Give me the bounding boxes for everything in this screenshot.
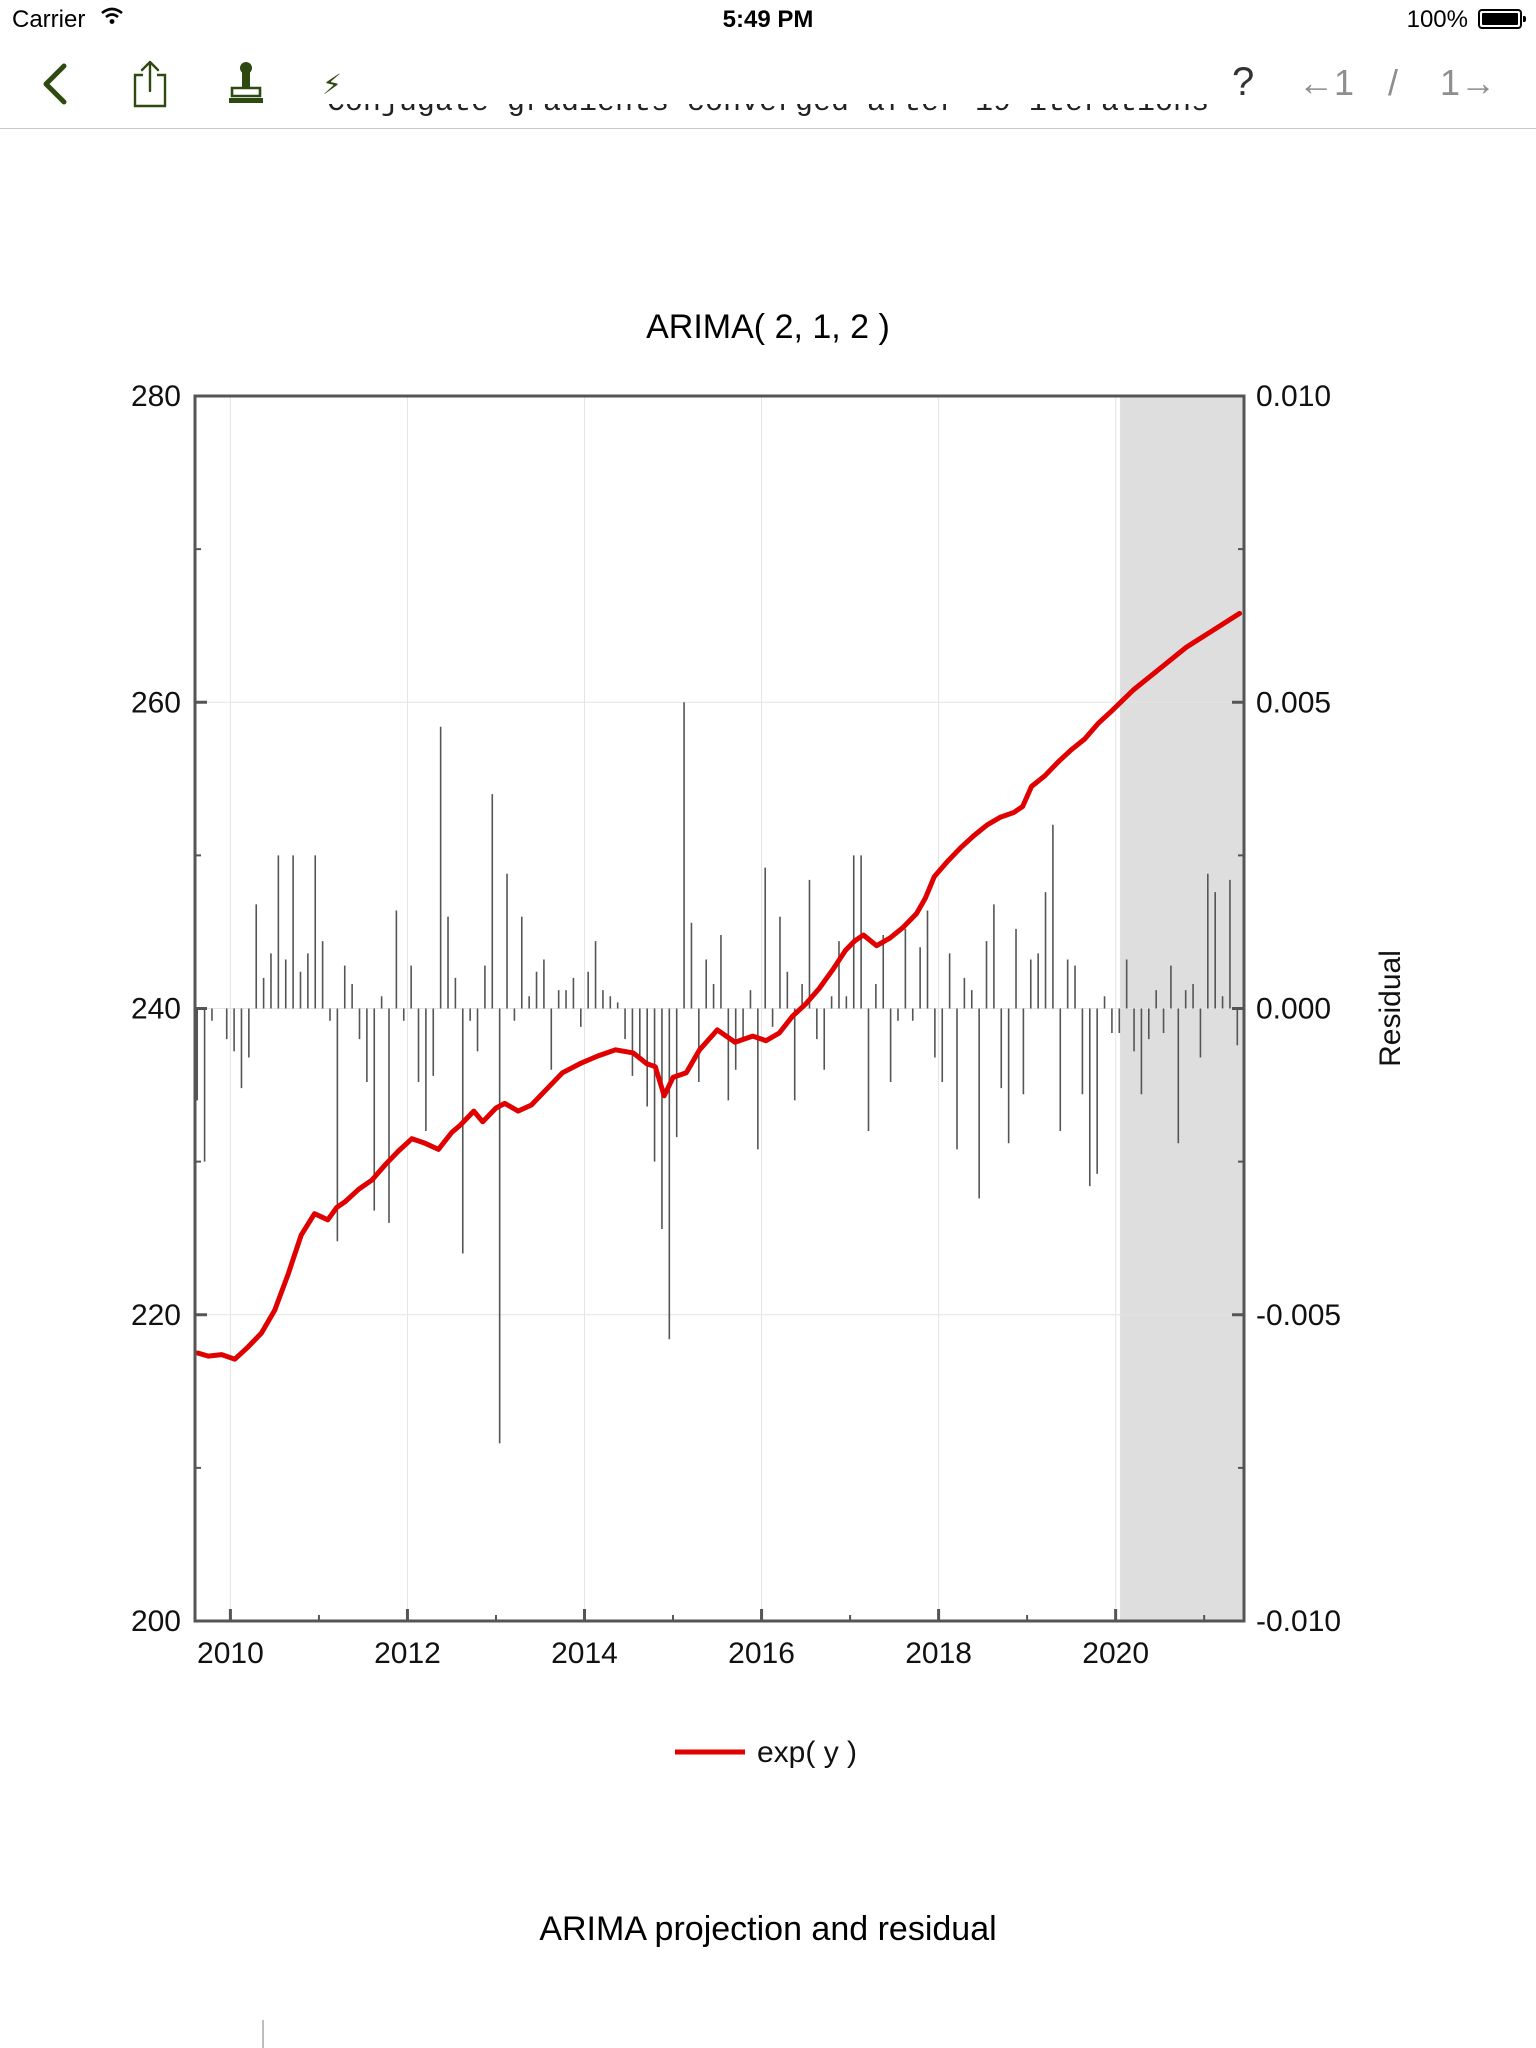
arima-chart: 2010 2012 2014 2016 2018 2020 200 220 240 260 280 -… [131, 380, 1407, 1769]
y-tick-label: 220 [131, 1299, 181, 1332]
help-button[interactable]: ? [1232, 60, 1255, 104]
y2-tick-label: 0.005 [1256, 686, 1331, 719]
y2-tick-label: -0.010 [1256, 1605, 1341, 1638]
back-button[interactable] [26, 56, 82, 112]
prev-page-button[interactable]: ←1 [1298, 62, 1355, 103]
y2-axis-label: Residual [1374, 950, 1407, 1067]
status-bar: Carrier 5:49 PM 100% [0, 0, 1536, 40]
battery-icon [1478, 9, 1526, 29]
battery-percent: 100% [1406, 6, 1468, 33]
x-tick-label: 2016 [728, 1637, 795, 1670]
y-tick-label: 200 [131, 1605, 181, 1638]
x-tick-label: 2018 [905, 1637, 972, 1670]
series-line-exp-y [195, 610, 1243, 1362]
carrier-label: Carrier [12, 6, 86, 33]
y2-tick-label: 0.010 [1256, 380, 1331, 413]
x-tick-label: 2020 [1082, 1637, 1149, 1670]
stamp-icon [229, 62, 263, 103]
share-icon [133, 60, 167, 108]
chevron-left-icon [43, 63, 67, 105]
chart-title: ARIMA( 2, 1, 2 ) [646, 308, 890, 346]
flash-button[interactable]: ⚡ [310, 56, 354, 112]
toolbar: ⚡ ? ←1 / 1→ [0, 40, 1536, 129]
x-tick-label: 2010 [197, 1637, 264, 1670]
page-separator: / [1388, 62, 1399, 103]
lightning-icon: ⚡ [322, 68, 342, 100]
x-tick-label: 2014 [551, 1637, 618, 1670]
x-tick-label: 2012 [374, 1637, 441, 1670]
y-tick-label: 240 [131, 993, 181, 1026]
legend-label: exp( y ) [757, 1736, 857, 1769]
y2-tick-label: 0.000 [1256, 993, 1331, 1026]
y-tick-label: 280 [131, 380, 181, 413]
console-output-text: Conjugate gradients converged after 19 i… [327, 104, 1209, 120]
table-divider [262, 2020, 264, 2048]
clock: 5:49 PM [722, 6, 814, 33]
console-output-line: Conjugate gradients converged after 19 i… [0, 104, 1536, 134]
share-button[interactable] [122, 56, 178, 112]
stamp-button[interactable] [218, 56, 274, 112]
y2-tick-label: -0.005 [1256, 1299, 1341, 1332]
next-page-button[interactable]: 1→ [1440, 62, 1497, 103]
wifi-icon [100, 6, 124, 31]
figure-caption: ARIMA projection and residual [539, 1910, 997, 1948]
y-tick-label: 260 [131, 686, 181, 719]
